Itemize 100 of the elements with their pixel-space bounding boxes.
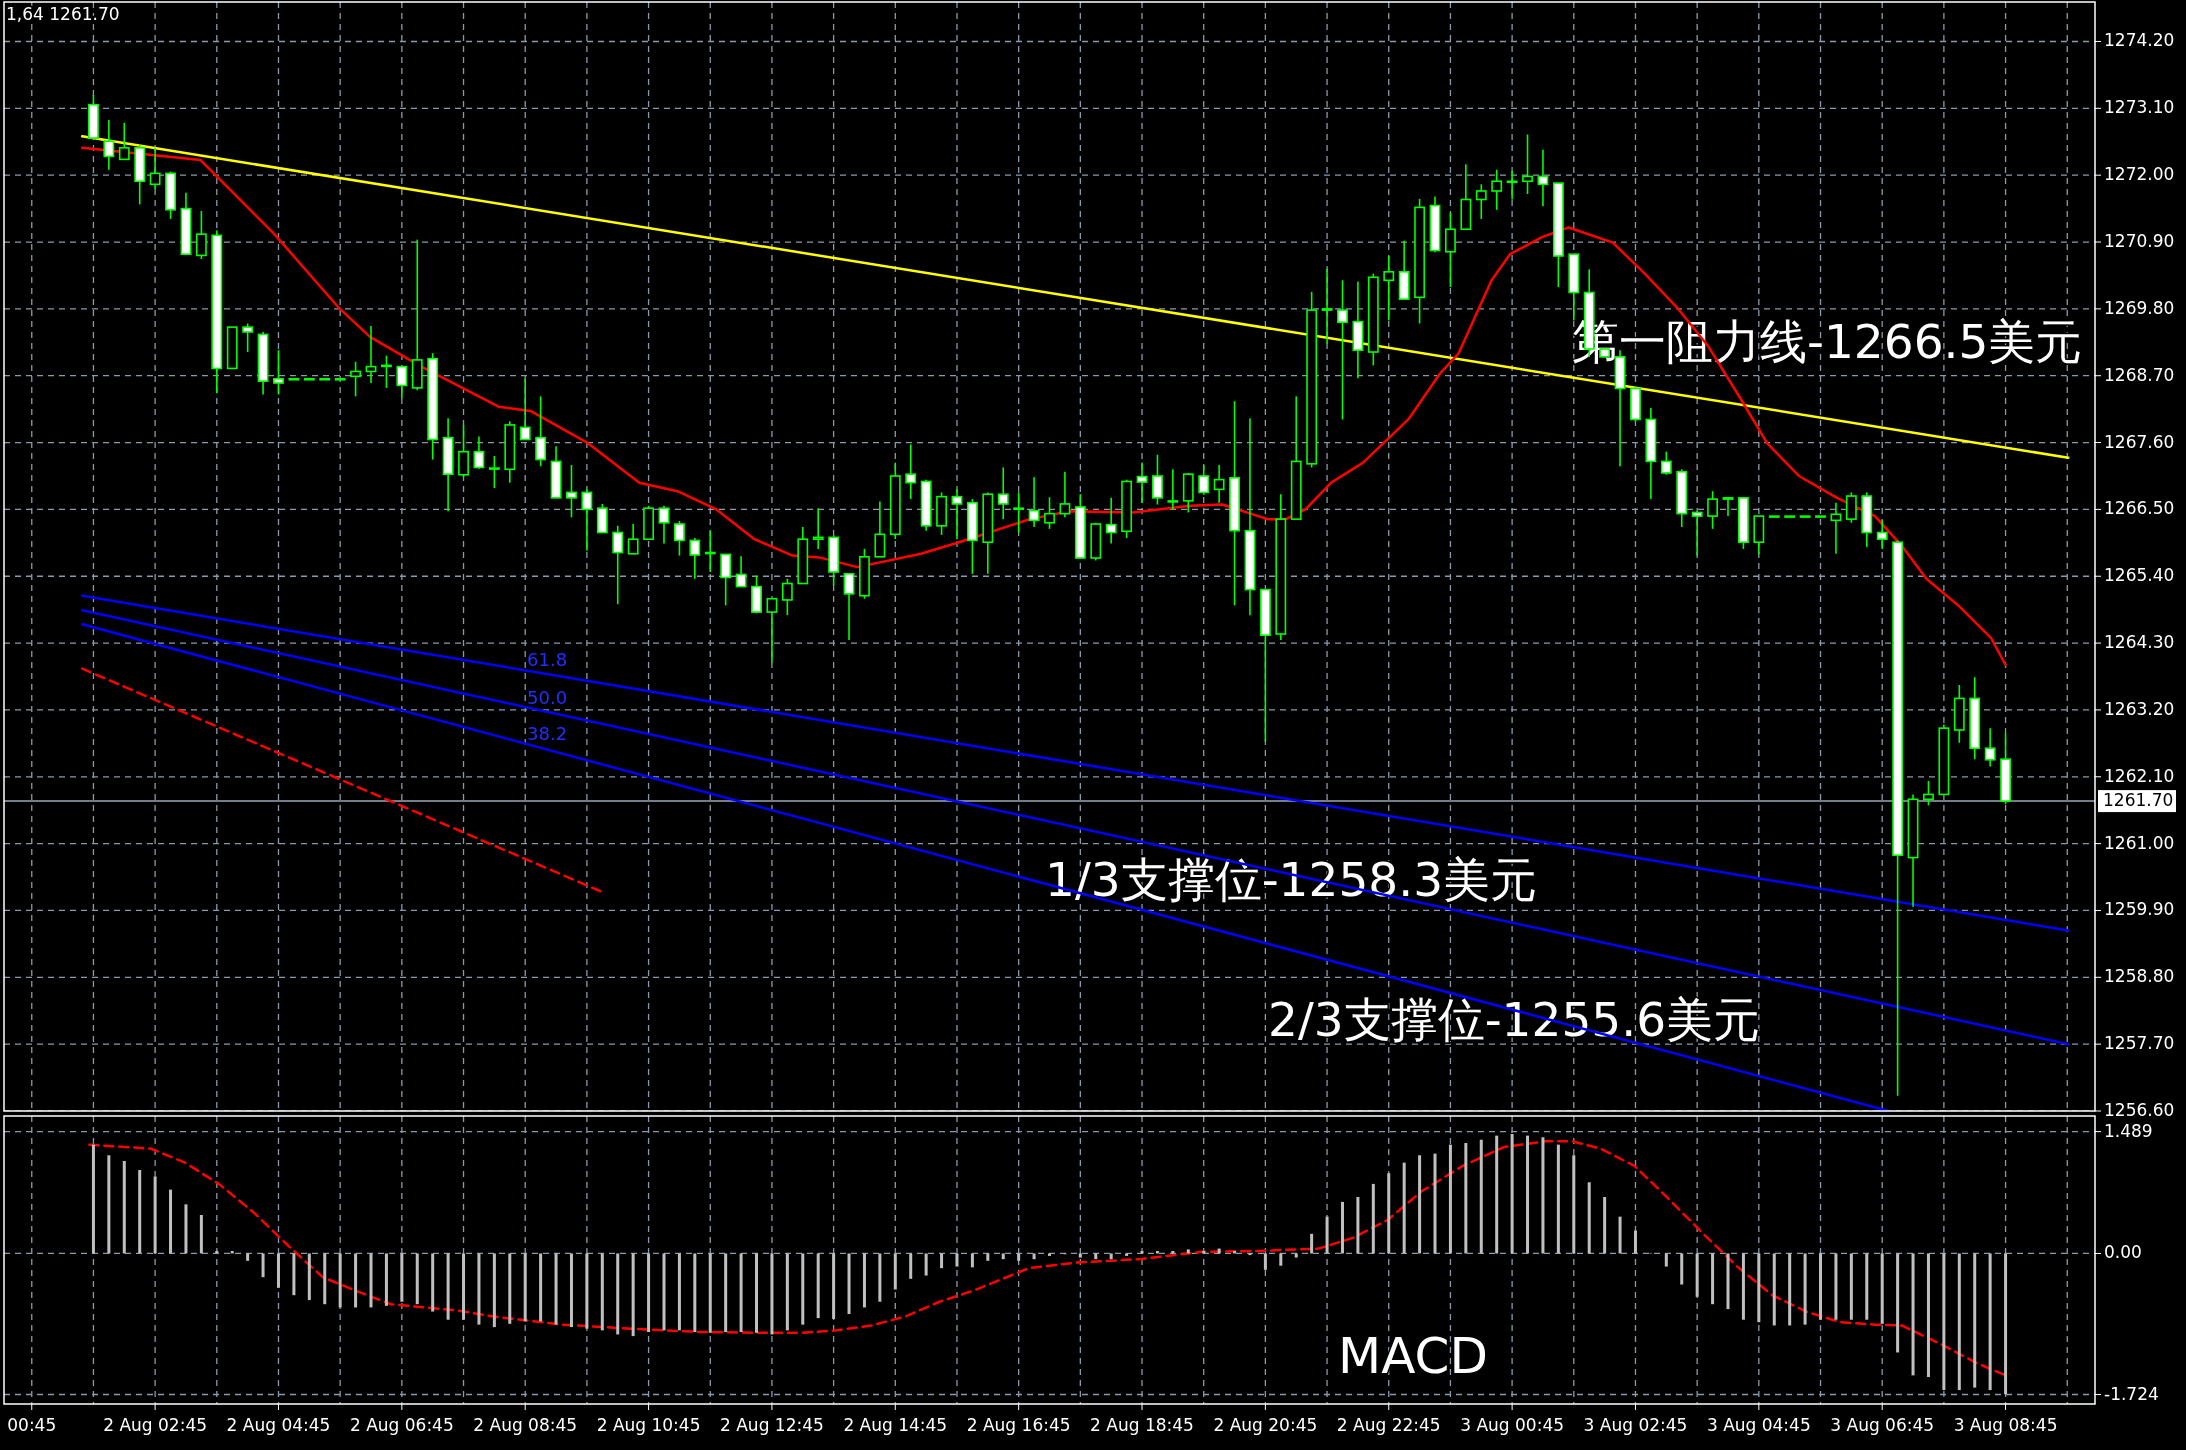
bar — [1125, 1253, 1129, 1256]
bar — [1294, 1253, 1298, 1258]
bar — [600, 1253, 604, 1331]
bar — [508, 1253, 512, 1324]
candlestick — [350, 360, 362, 398]
bar — [1402, 1162, 1406, 1254]
candlestick — [195, 210, 207, 260]
bar — [1880, 1253, 1884, 1324]
bar — [1849, 1253, 1853, 1320]
bar — [1741, 1253, 1745, 1320]
bar — [816, 1253, 820, 1319]
candlestick — [1506, 170, 1518, 201]
y-tick-label: 1265.40 — [2104, 565, 2175, 586]
bar — [847, 1253, 851, 1314]
candlestick — [1136, 461, 1148, 504]
bar — [1865, 1253, 1869, 1320]
bar — [1926, 1253, 1930, 1377]
x-tick-label: 2 Aug 18:45 — [1090, 1415, 1194, 1435]
candlestick — [1660, 450, 1672, 476]
y-tick-label: 1267.60 — [2104, 431, 2175, 452]
candlestick — [1845, 491, 1857, 524]
bar — [878, 1253, 882, 1302]
bar — [122, 1161, 126, 1254]
y-tick-label: 1264.30 — [2104, 632, 2175, 653]
x-tick-label: 2 Aug 02:45 — [103, 1415, 208, 1435]
candlestick — [519, 377, 531, 441]
candlestick — [627, 523, 639, 555]
bar — [431, 1253, 435, 1312]
candlestick — [1923, 780, 1934, 807]
bar — [1433, 1153, 1437, 1254]
x-tick-label: 2 Aug 04:45 — [226, 1415, 331, 1435]
annotation: 50.0 — [527, 687, 568, 708]
bar — [307, 1253, 311, 1301]
bar — [662, 1253, 666, 1331]
candlestick — [1044, 496, 1055, 530]
bar — [1819, 1253, 1823, 1320]
bar — [354, 1253, 358, 1308]
bar — [1495, 1135, 1499, 1254]
candlestick — [997, 466, 1009, 520]
bar — [107, 1155, 111, 1254]
bar — [1541, 1137, 1545, 1254]
bar — [724, 1253, 728, 1332]
bar — [1356, 1197, 1360, 1254]
bar — [400, 1253, 404, 1302]
candlestick — [689, 537, 701, 580]
y-tick-label: 1272.00 — [2104, 164, 2175, 185]
x-tick-label: 3 Aug 02:45 — [1583, 1415, 1688, 1435]
x-tick-label: 2 Aug 20:45 — [1213, 1415, 1318, 1435]
bar — [1911, 1253, 1915, 1376]
bar — [1094, 1253, 1098, 1260]
bar — [1618, 1216, 1622, 1254]
bar — [1587, 1182, 1591, 1254]
bar — [338, 1253, 342, 1308]
candlestick — [612, 525, 624, 605]
bar — [1109, 1253, 1113, 1260]
y-tick-label: 0.00 — [2104, 1242, 2142, 1263]
bar — [1371, 1183, 1375, 1254]
bar — [1757, 1253, 1761, 1323]
bar — [569, 1253, 573, 1328]
x-tick-label: 3 Aug 08:45 — [1953, 1415, 2058, 1435]
bar — [940, 1253, 944, 1269]
y-tick-label: 1268.70 — [2104, 364, 2175, 385]
bar — [862, 1253, 866, 1308]
bar — [199, 1215, 203, 1254]
bar — [1078, 1253, 1082, 1258]
y-tick-label: 1258.80 — [2104, 966, 2175, 987]
candlestick — [812, 507, 824, 550]
bar — [477, 1253, 481, 1325]
bar — [1464, 1143, 1468, 1254]
bar — [1048, 1253, 1051, 1256]
bar — [539, 1253, 543, 1322]
bar — [801, 1253, 805, 1325]
bar — [970, 1253, 974, 1268]
bar — [755, 1253, 759, 1333]
bar — [153, 1176, 157, 1254]
bar — [832, 1253, 836, 1319]
candlestick — [1707, 490, 1718, 530]
annotation: 1,64 1261.70 — [6, 4, 120, 24]
candlestick — [905, 443, 917, 500]
bar — [1001, 1253, 1005, 1260]
bar — [446, 1253, 450, 1320]
candlestick — [458, 424, 469, 478]
bar — [924, 1253, 928, 1276]
bar — [462, 1253, 466, 1320]
candlestick — [1337, 279, 1348, 421]
candlestick — [1383, 255, 1395, 322]
bar — [323, 1253, 327, 1305]
bar — [770, 1253, 774, 1335]
candlestick — [735, 555, 747, 588]
y-tick-label: 1256.60 — [2104, 1100, 2175, 1120]
bar — [1387, 1173, 1391, 1254]
candlestick — [488, 455, 500, 489]
bar — [1834, 1253, 1838, 1320]
bar — [523, 1253, 527, 1322]
bar — [1279, 1253, 1283, 1266]
x-tick-label: 2 Aug 12:45 — [720, 1415, 824, 1435]
annotation: 38.2 — [527, 723, 568, 744]
bar — [492, 1253, 496, 1328]
candlestick — [781, 577, 793, 616]
bar — [616, 1253, 620, 1335]
